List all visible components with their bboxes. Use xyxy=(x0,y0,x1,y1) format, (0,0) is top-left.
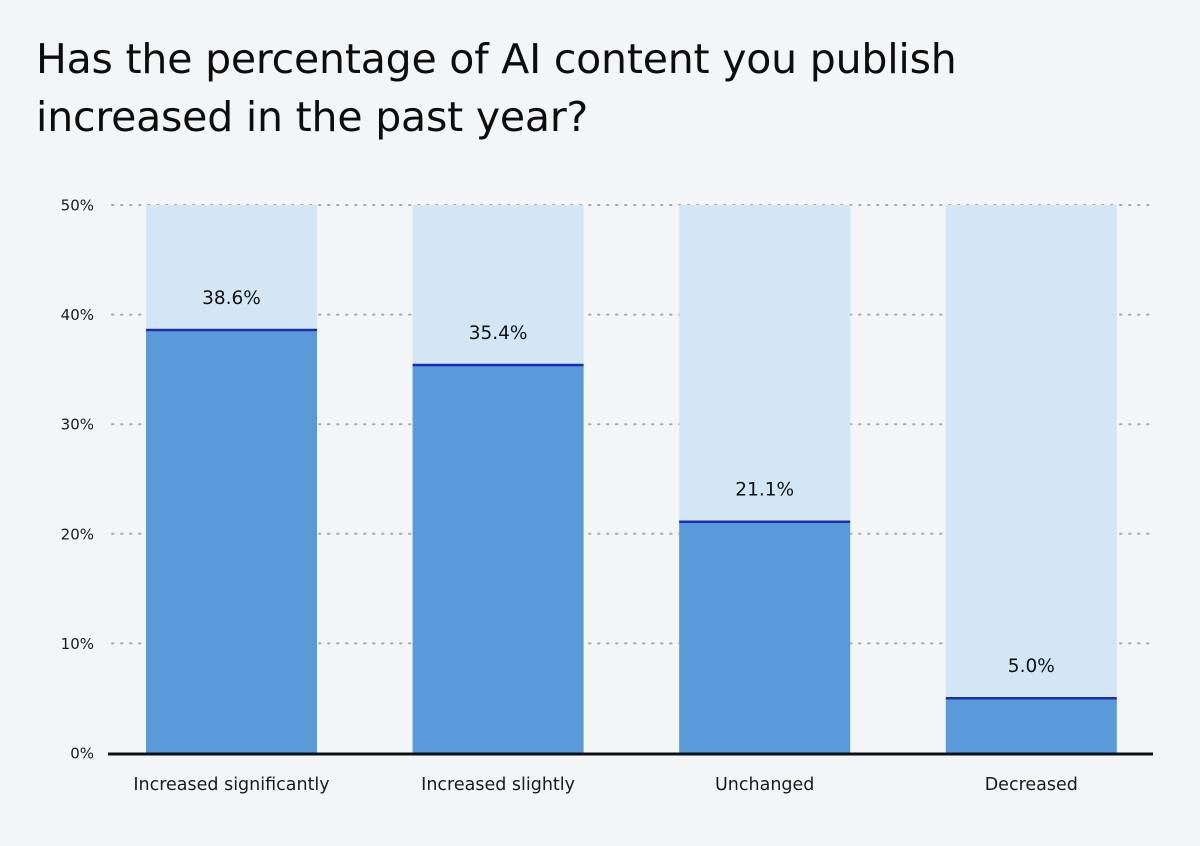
bar xyxy=(945,698,1117,753)
bar-track xyxy=(945,205,1117,753)
y-tick-label: 20% xyxy=(61,525,94,543)
y-tick-label: 30% xyxy=(61,416,94,434)
bar xyxy=(146,329,317,753)
bar xyxy=(412,365,584,753)
y-tick-label: 50% xyxy=(61,197,94,215)
data-label: 21.1% xyxy=(735,480,794,501)
chart-title: Has the percentage of AI content you pub… xyxy=(36,35,957,141)
x-tick-label: Increased slightly xyxy=(421,775,575,795)
x-tick-label: Decreased xyxy=(985,775,1078,795)
y-tick-label: 10% xyxy=(61,635,94,653)
data-label: 5.0% xyxy=(1008,656,1055,677)
data-label: 35.4% xyxy=(469,323,528,344)
x-tick-label: Increased significantly xyxy=(133,775,329,795)
data-label: 38.6% xyxy=(202,288,261,309)
bar-layer xyxy=(146,328,1117,753)
y-tick-label: 40% xyxy=(61,306,94,324)
y-tick-label: 0% xyxy=(70,745,94,763)
bar xyxy=(679,521,851,753)
axis-layer: 0% 10% 20% 30% 40% 50% Increased significantly… xyxy=(61,197,1153,795)
data-label-layer: 38.6% 35.4% 21.1% 5.0% xyxy=(202,288,1055,677)
x-tick-label: Unchanged xyxy=(715,775,814,795)
